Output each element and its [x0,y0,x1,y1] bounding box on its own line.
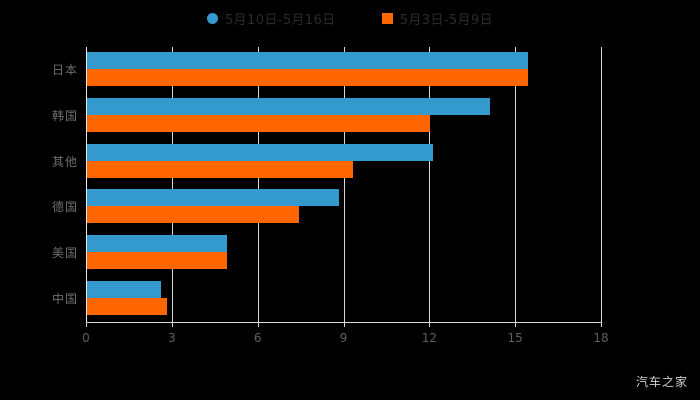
x-tick-mark [171,322,173,327]
x-gridline [86,47,87,322]
x-tick-mark [257,322,259,327]
x-tick-mark [601,322,602,327]
x-gridline [429,47,431,322]
y-axis-label: 日本 [51,62,78,77]
x-gridline [171,47,173,322]
bar-series-1[interactable] [87,97,491,115]
y-axis-label: 德国 [51,200,78,215]
x-tick-label: 6 [253,331,262,345]
legend-label-series-1: 5月10日-5月16日 [224,12,336,28]
bar-series-2[interactable] [87,252,228,270]
x-tick-mark [343,322,345,327]
watermark-label: 汽车之家 [635,375,688,389]
x-tick-label: 15 [507,331,523,345]
legend-swatch-square-icon [381,12,393,24]
bar-series-1[interactable] [87,281,162,299]
bar-series-2[interactable] [87,68,528,86]
x-gridline [343,47,345,322]
y-axis-label: 其他 [51,154,78,169]
bar-series-2[interactable] [87,160,354,178]
bar-series-1[interactable] [87,235,228,253]
x-tick-mark [86,322,87,327]
x-gridline [515,47,517,322]
x-tick-label: 3 [168,331,176,345]
y-axis-label: 韩国 [51,108,78,123]
legend-item-series-2[interactable]: 5月3日-5月9日 [381,9,494,28]
chart-legend: 5月10日-5月16日 5月3日-5月9日 [0,6,700,30]
x-tick-mark [429,322,431,327]
legend-item-series-1[interactable]: 5月10日-5月16日 [206,9,336,28]
x-tick-label: 12 [421,331,437,345]
y-axis-label: 美国 [51,246,78,261]
legend-label-series-2: 5月3日-5月9日 [399,12,494,28]
x-tick-label: 18 [593,331,609,345]
legend-swatch-circle-icon [206,12,218,24]
x-tick-mark [515,322,517,327]
x-gridline [257,47,259,322]
bar-series-1[interactable] [87,189,339,207]
y-axis-label: 中国 [51,292,78,307]
y-axis-category-labels: 日本韩国其他德国美国中国 [0,47,78,322]
bar-series-2[interactable] [87,298,168,316]
bar-series-2[interactable] [87,114,431,132]
x-tick-label: 0 [82,331,90,345]
bar-series-2[interactable] [87,206,299,224]
x-gridline [601,47,602,322]
bar-series-1[interactable] [87,143,434,161]
x-tick-label: 9 [339,331,348,345]
bar-series-1[interactable] [87,51,528,69]
chart-plot-area [86,47,602,322]
